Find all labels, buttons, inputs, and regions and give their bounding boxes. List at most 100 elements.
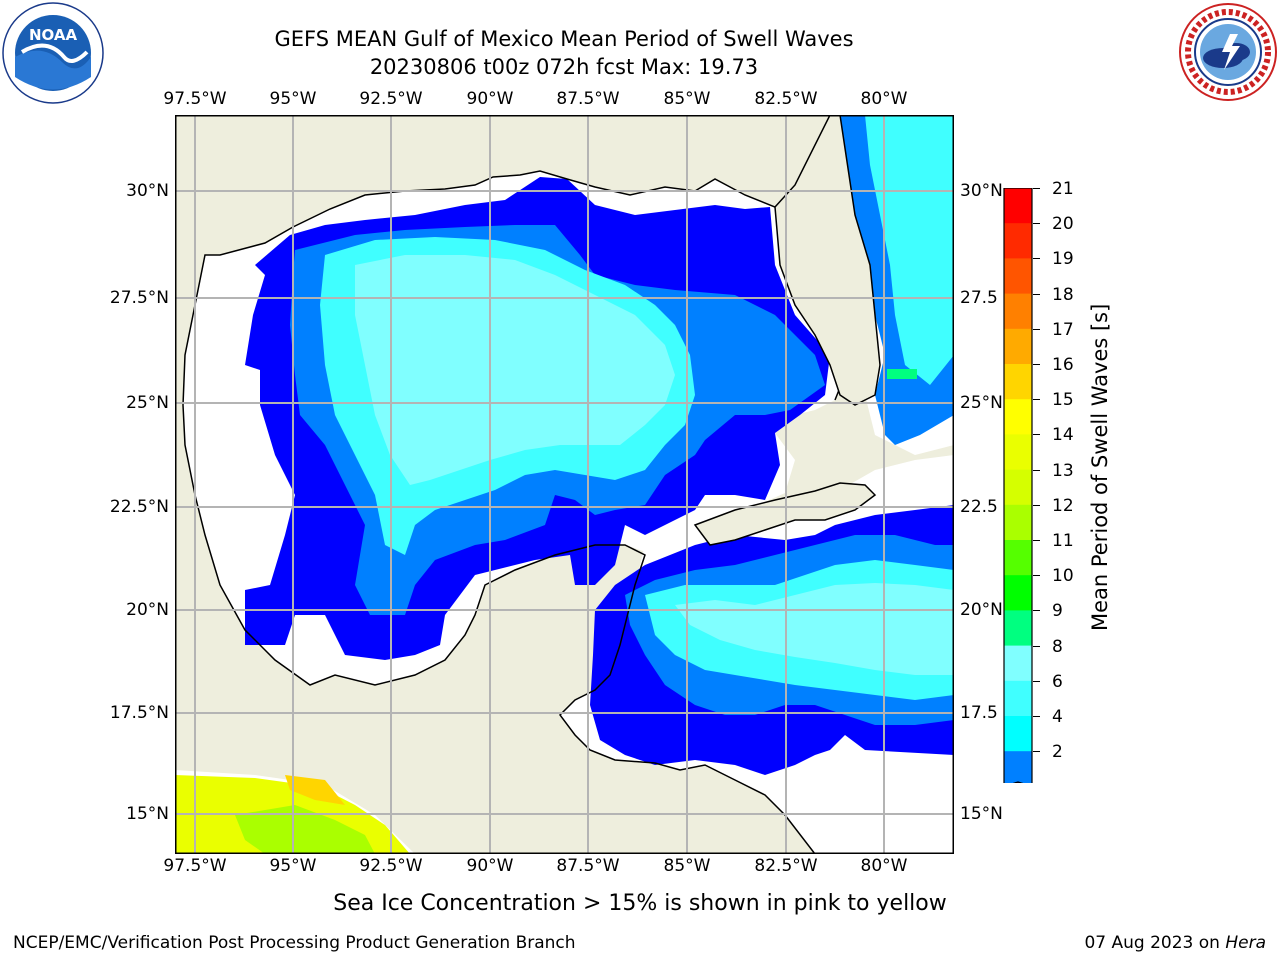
- lat-label-left: 15°N: [126, 804, 169, 824]
- swell-pacific-green: [235, 805, 375, 854]
- colorbar-swatch: [1004, 680, 1032, 717]
- swell-6-8s-atlantic: [865, 115, 954, 385]
- colorbar-swatches: [1003, 187, 1033, 788]
- lon-label-top: 82.5°W: [754, 89, 818, 109]
- colorbar-swatch: [1004, 504, 1032, 541]
- colorbar-swatch: [1004, 328, 1032, 365]
- colorbar-tick-label: 13: [1052, 460, 1074, 481]
- colorbar-tick-mark: [1033, 469, 1040, 471]
- graticule: [175, 115, 954, 854]
- mexico-coastline: [182, 279, 816, 854]
- lat-label-left: 25°N: [126, 393, 169, 413]
- lon-label-bottom: 90°W: [466, 856, 514, 876]
- lon-label-bottom: 95°W: [269, 856, 317, 876]
- colorbar-tick-label: 17: [1052, 319, 1074, 340]
- colorbar-tick-mark: [1033, 540, 1040, 541]
- lat-label-right: 17.5: [960, 703, 998, 723]
- lon-label-top: 80°W: [860, 89, 908, 109]
- colorbar-swatch: [1004, 469, 1032, 506]
- noaa-logo-text: NOAA: [29, 26, 78, 44]
- colorbar-tick-label: 10: [1052, 566, 1074, 587]
- swell-9-10s-patch: [887, 369, 917, 379]
- colorbar-tick-label: 9: [1052, 601, 1063, 622]
- colorbar-swatch: [1004, 716, 1032, 752]
- colorbar-tick-label: 14: [1052, 425, 1074, 446]
- florida-coastline: [774, 115, 881, 406]
- colorbar-tick-label: 2: [1052, 742, 1063, 763]
- map-subtitle: 20230806 t00z 072h fcst Max: 19.73: [369, 55, 759, 79]
- lon-label-top: 97.5°W: [163, 89, 227, 109]
- colorbar-swatch: [1004, 434, 1032, 471]
- lat-label-left: 27.5°N: [109, 288, 169, 308]
- colorbar-tick-mark: [1033, 504, 1040, 506]
- colorbar-tick-label: 8: [1052, 636, 1063, 657]
- swell-8-9s-gulf: [355, 255, 675, 485]
- lat-label-right: 20°N: [960, 600, 1003, 620]
- colorbar-tick-mark: [1033, 751, 1040, 753]
- lat-label-right: 27.5: [960, 288, 998, 308]
- colorbar-swatch: [1004, 364, 1032, 400]
- colorbar-tick-mark: [1033, 223, 1040, 225]
- lon-label-bottom: 92.5°W: [359, 856, 423, 876]
- sea-ice-note: Sea Ice Concentration > 15% is shown in …: [333, 891, 947, 916]
- lon-label-bottom: 97.5°W: [163, 856, 227, 876]
- colorbar-tick-label: 15: [1052, 390, 1074, 411]
- lat-label-left: 20°N: [126, 600, 169, 620]
- lat-label-left: 22.5°N: [109, 497, 169, 517]
- colorbar-label: Mean Period of Swell Waves [s]: [1088, 303, 1112, 631]
- colorbar-tick-mark: [1033, 293, 1040, 295]
- colorbar-swatch: [1004, 399, 1032, 435]
- colorbar-tick-label: 18: [1052, 284, 1074, 305]
- lat-label-left: 30°N: [126, 181, 169, 201]
- colorbar-swatch: [1004, 610, 1032, 647]
- colorbar-tick-label: 11: [1052, 531, 1074, 551]
- nws-logo: [1178, 2, 1278, 102]
- lon-label-bottom: 80°W: [860, 856, 908, 876]
- lat-label-right: 15°N: [960, 804, 1003, 824]
- lon-label-bottom: 82.5°W: [754, 856, 818, 876]
- footer-host: Hera: [1225, 933, 1266, 953]
- colorbar-tick-label: 19: [1052, 249, 1074, 270]
- colorbar-tick-mark: [1033, 610, 1040, 612]
- colorbar-tick-mark: [1033, 645, 1040, 647]
- lon-label-top: 87.5°W: [556, 89, 620, 109]
- colorbar-swatch: [1004, 540, 1032, 576]
- lon-label-top: 90°W: [466, 89, 514, 109]
- footer-date-text: 07 Aug 2023 on: [1084, 933, 1220, 953]
- lon-label-bottom: 85°W: [663, 856, 711, 876]
- colorbar-tick-label: 6: [1052, 671, 1063, 692]
- map-title: GEFS MEAN Gulf of Mexico Mean Period of …: [274, 27, 854, 51]
- colorbar-tick-mark: [1033, 364, 1040, 365]
- noaa-logo: NOAA: [2, 2, 104, 104]
- colorbar-tick-mark: [1033, 399, 1040, 401]
- colorbar-swatch: [1004, 293, 1032, 330]
- colorbar-tick-mark: [1033, 575, 1040, 577]
- colorbar-tick-label: 21: [1052, 179, 1074, 199]
- lon-label-top: 85°W: [663, 89, 711, 109]
- map-panel: [175, 115, 954, 854]
- colorbar-tick-mark: [1033, 716, 1040, 717]
- footer-date: 07 Aug 2023 on Hera: [1084, 933, 1266, 953]
- lon-label-top: 92.5°W: [359, 89, 423, 109]
- colorbar-tick-mark: [1033, 434, 1040, 436]
- colorbar-tick-mark: [1033, 258, 1040, 260]
- lat-label-right: 25°N: [960, 393, 1003, 413]
- colorbar-tick-label: 4: [1052, 707, 1063, 727]
- colorbar: [1003, 187, 1033, 788]
- colorbar-tick-mark: [1033, 680, 1040, 682]
- colorbar-tick-label: 16: [1052, 355, 1074, 375]
- lat-label-right: 22.5: [960, 497, 998, 517]
- colorbar-swatch: [1004, 575, 1032, 611]
- colorbar-tick-label: 20: [1052, 214, 1074, 235]
- colorbar-swatch: [1004, 223, 1032, 259]
- lat-label-right: 30°N: [960, 181, 1003, 201]
- colorbar-tick-mark: [1033, 328, 1040, 330]
- colorbar-swatch: [1004, 188, 1032, 224]
- colorbar-tick-mark: [1033, 188, 1040, 189]
- map-frame: [175, 115, 954, 854]
- footer-credit: NCEP/EMC/Verification Post Processing Pr…: [13, 933, 576, 953]
- colorbar-swatch: [1004, 751, 1032, 787]
- lon-label-top: 95°W: [269, 89, 317, 109]
- swell-pacific-orange: [285, 775, 345, 805]
- colorbar-swatch: [1004, 645, 1032, 682]
